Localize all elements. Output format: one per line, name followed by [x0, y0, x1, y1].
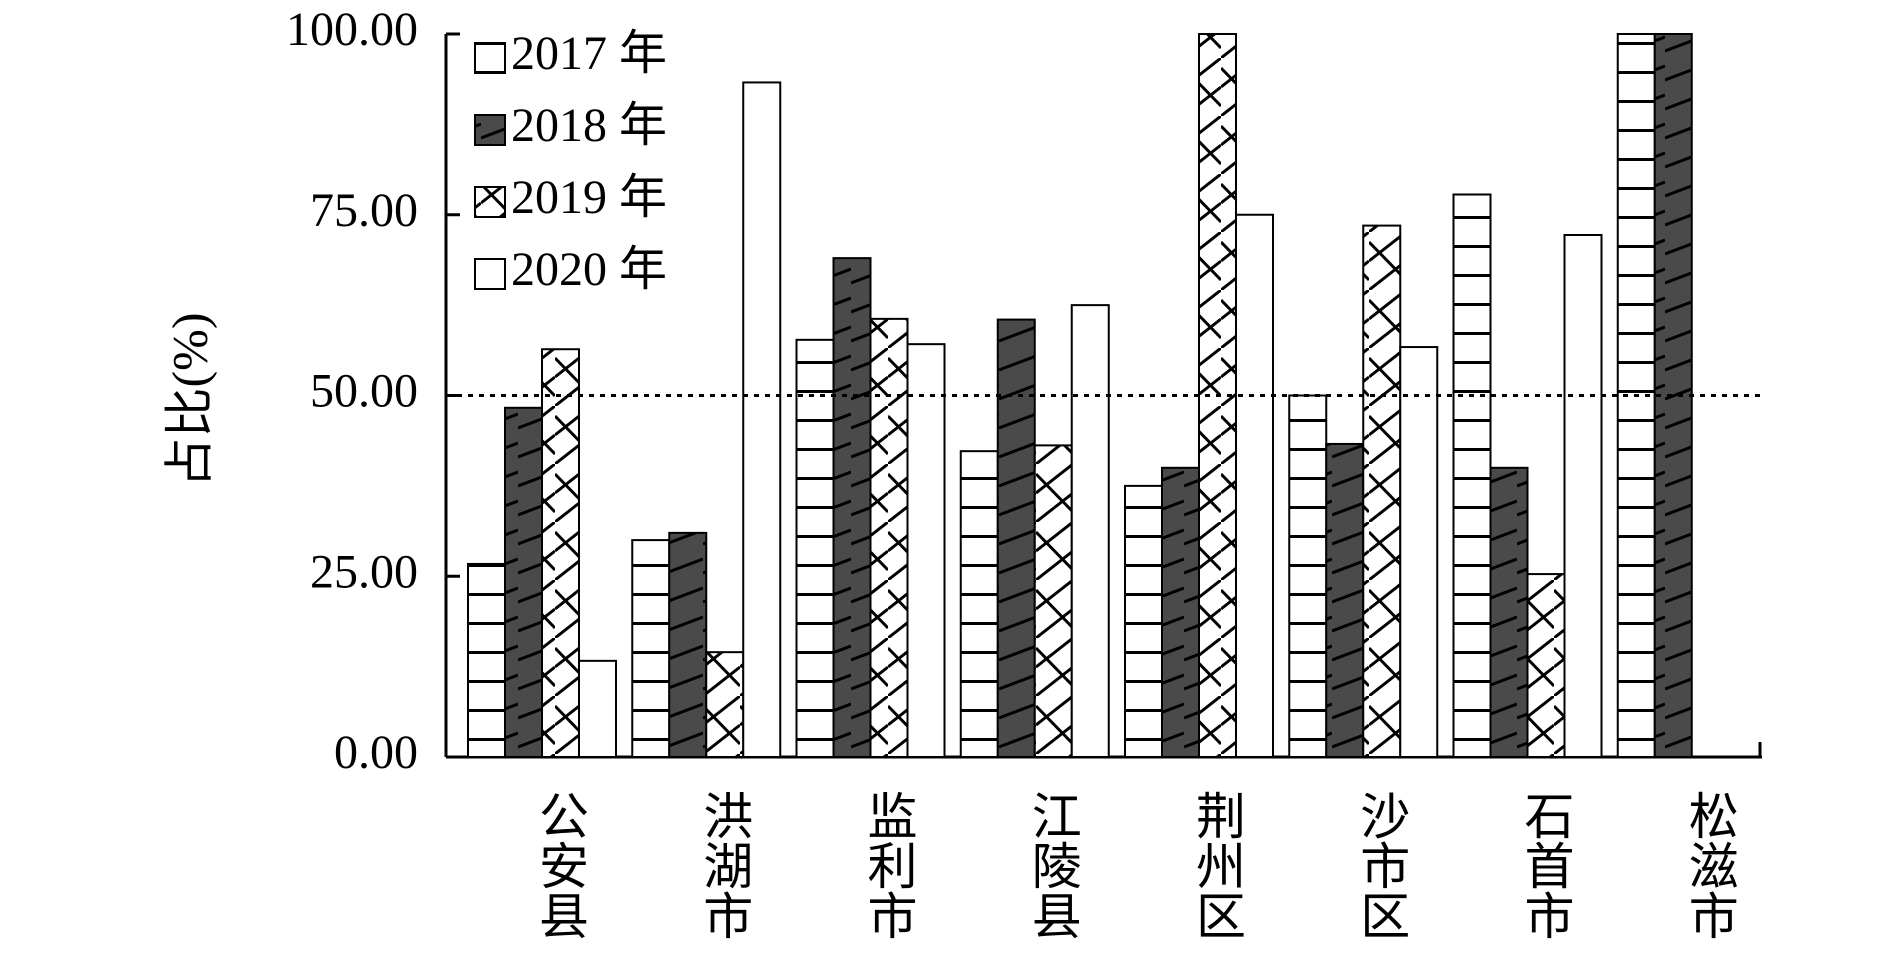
bar-4 [578, 659, 617, 758]
bar-3 [541, 348, 580, 758]
category-labels: 公安县 洪湖市 监利市 江陵县 荆州区 沙市区 石首市 松滋市 [532, 790, 1738, 940]
bar-2 [1489, 466, 1529, 758]
bar-3 [1526, 573, 1566, 758]
bar-1 [795, 338, 835, 758]
bar-1 [631, 539, 671, 758]
y-tick-label: 25.00 [310, 545, 418, 598]
bar-1 [1288, 394, 1328, 758]
bar-2 [1161, 466, 1200, 758]
bar-4 [1070, 304, 1110, 758]
bars [467, 33, 1693, 759]
bar-4 [906, 343, 946, 758]
bar-2 [832, 257, 872, 758]
legend-swatch [474, 186, 506, 218]
bar-1 [1124, 484, 1163, 758]
y-tick-label: 75.00 [310, 184, 418, 237]
bar-3 [869, 317, 909, 758]
bar-3 [1033, 444, 1073, 758]
bar-4 [1235, 213, 1274, 758]
y-tick-label: 50.00 [310, 365, 418, 418]
category-label: 石首市 [1518, 790, 1574, 940]
legend-label: 2020 年 [511, 243, 667, 296]
legend-swatch [474, 42, 506, 74]
category-label: 沙市区 [1353, 790, 1409, 940]
bar-1 [467, 562, 506, 758]
category-label: 江陵县 [1025, 790, 1081, 940]
bar-4 [1399, 346, 1439, 758]
legend-label: 2018 年 [511, 99, 667, 152]
bar-2 [504, 406, 543, 758]
bar-2 [1325, 442, 1365, 758]
legend-swatch [474, 114, 506, 146]
bar-2 [668, 531, 708, 758]
y-tick-label: 100.00 [286, 3, 418, 56]
bar-2 [996, 318, 1036, 758]
y-ticks: 0.00 25.00 50.00 75.00 100.00 [286, 3, 460, 779]
bar-4 [1563, 233, 1603, 758]
legend: 2017 年 2018 年 2019 年 2020 年 [474, 27, 667, 296]
category-label: 监利市 [861, 790, 917, 940]
legend-label: 2017 年 [511, 27, 667, 80]
category-label: 洪湖市 [696, 790, 752, 940]
bar-1 [959, 450, 999, 758]
legend-swatch [474, 258, 506, 290]
bar-1 [1452, 193, 1492, 759]
y-tick-label: 0.00 [334, 726, 418, 779]
bar-3 [705, 651, 745, 758]
category-label: 荆州区 [1189, 790, 1245, 940]
bar-4 [742, 81, 782, 759]
legend-label: 2019 年 [511, 171, 667, 224]
bar-3 [1362, 224, 1402, 759]
y-axis-label: 占比(%) [161, 313, 217, 488]
category-label: 松滋市 [1682, 790, 1738, 940]
category-label: 公安县 [532, 790, 588, 940]
